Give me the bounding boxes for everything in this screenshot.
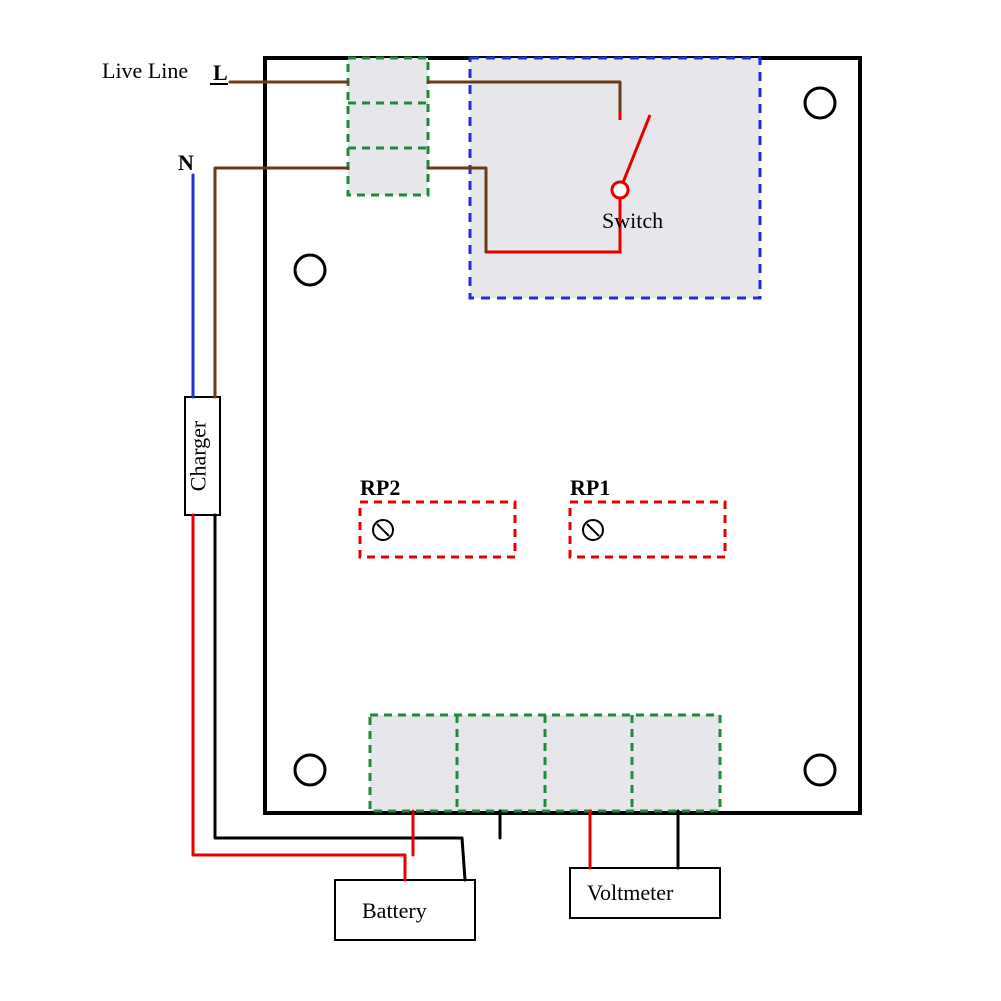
- switch-label: Switch: [602, 208, 663, 233]
- L-label: L: [213, 60, 228, 85]
- wire-brown-to-charger: [215, 168, 348, 397]
- switch-pivot: [612, 182, 628, 198]
- N-label: N: [178, 150, 194, 175]
- battery-label: Battery: [362, 898, 427, 923]
- switch-block-fill: [470, 58, 760, 298]
- mounting-hole-0: [295, 255, 325, 285]
- live-line-label: Live Line: [102, 58, 188, 83]
- mounting-hole-2: [295, 755, 325, 785]
- voltmeter-label: Voltmeter: [587, 880, 674, 905]
- wire-black-charger-battery: [215, 515, 465, 880]
- top-terminal-fill: [348, 58, 428, 195]
- mounting-hole-3: [805, 755, 835, 785]
- wire-red-charger-battery: [193, 515, 405, 880]
- rp2-label: RP2: [360, 475, 400, 500]
- charger-label: Charger: [186, 420, 211, 491]
- rp1-label: RP1: [570, 475, 610, 500]
- mounting-hole-1: [805, 88, 835, 118]
